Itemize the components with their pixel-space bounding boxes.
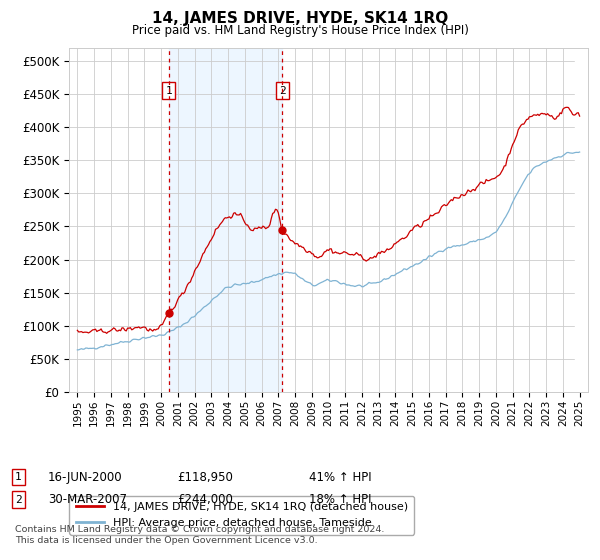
Text: Price paid vs. HM Land Registry's House Price Index (HPI): Price paid vs. HM Land Registry's House … (131, 24, 469, 36)
Text: 18% ↑ HPI: 18% ↑ HPI (309, 493, 371, 506)
Bar (169, 48, 282, 392)
Text: £118,950: £118,950 (177, 470, 233, 484)
Text: 1: 1 (15, 472, 22, 482)
Bar (575, 48, 588, 392)
Text: 16-JUN-2000: 16-JUN-2000 (48, 470, 122, 484)
Text: 14, JAMES DRIVE, HYDE, SK14 1RQ: 14, JAMES DRIVE, HYDE, SK14 1RQ (152, 11, 448, 26)
Legend: 14, JAMES DRIVE, HYDE, SK14 1RQ (detached house), HPI: Average price, detached h: 14, JAMES DRIVE, HYDE, SK14 1RQ (detache… (70, 496, 415, 535)
Text: 2: 2 (279, 86, 286, 96)
Text: £244,000: £244,000 (177, 493, 233, 506)
Text: 41% ↑ HPI: 41% ↑ HPI (309, 470, 371, 484)
Text: 30-MAR-2007: 30-MAR-2007 (48, 493, 127, 506)
Text: 2: 2 (15, 494, 22, 505)
Text: 1: 1 (166, 86, 172, 96)
Text: Contains HM Land Registry data © Crown copyright and database right 2024.
This d: Contains HM Land Registry data © Crown c… (15, 525, 385, 545)
